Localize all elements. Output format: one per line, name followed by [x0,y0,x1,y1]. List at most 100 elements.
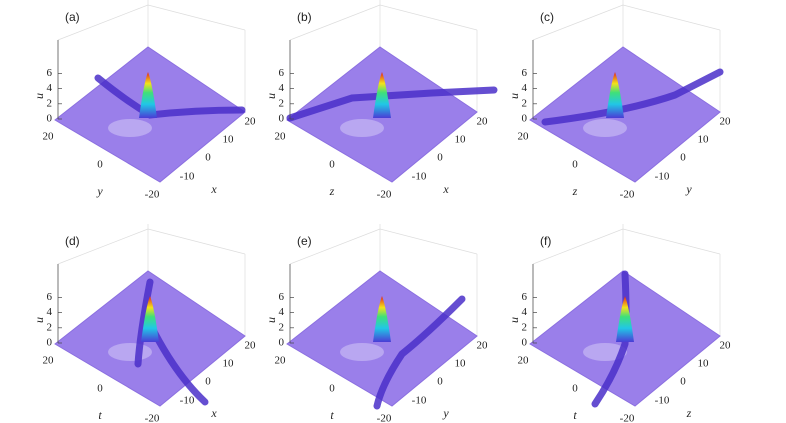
panel-label: (d) [65,234,80,248]
left-tick-label: 20 [518,355,530,367]
z-tick-label: 4 [279,82,285,94]
box-edge [57,4,149,41]
panel-label: (a) [65,10,80,24]
z-tick-label: 4 [522,306,528,318]
right-tick-label: 10 [455,134,467,146]
box-edge [622,4,721,31]
right-tick-label: 20 [477,340,489,352]
left-tick-label: 0 [97,159,103,171]
z-axis-label: u [32,93,46,99]
z-tick-label: 6 [279,291,285,303]
surface-plane [529,46,721,183]
right-axis-label: x [210,182,217,196]
left-axis-label: t [98,408,102,422]
box-edge [147,228,246,255]
panel: 0 2 4 6 u (c) 20 0 z -20 -10 0 10 20 y [507,0,731,201]
z-tick-label: 2 [522,321,528,333]
z-tick-label: 4 [47,306,53,318]
right-tick-label: 20 [477,116,489,128]
surface-dip [583,343,627,361]
surface-dip [583,119,627,137]
z-tick-label: 4 [279,306,285,318]
box-edge [289,4,381,41]
surface-peak [373,296,391,342]
box-edge [147,4,246,31]
z-tick-label: 0 [47,337,53,349]
right-tick-label: 10 [455,358,467,370]
right-tick-label: 20 [720,116,732,128]
surface-peak [616,296,634,342]
box-edge [289,228,381,265]
box-edge [532,228,624,265]
panel-label: (e) [297,234,312,248]
right-tick-label: 0 [680,152,686,164]
z-tick-label: 2 [279,97,285,109]
left-axis-label: z [329,184,335,198]
right-tick-label: -10 [655,395,670,407]
surface-dip [340,343,384,361]
surface-peak [606,72,624,118]
panel-label: (c) [540,10,554,24]
z-tick-label: 4 [47,82,53,94]
left-tick-label: 20 [518,131,530,143]
right-tick-label: 20 [245,116,257,128]
right-tick-label: -20 [377,189,392,201]
panel: 0 2 4 6 u (b) 20 0 z -20 -10 0 10 20 x [264,0,498,201]
right-axis-label: z [686,406,692,420]
z-tick-label: 6 [279,67,285,79]
left-axis-label: z [572,184,578,198]
z-axis-label: u [264,93,278,99]
right-axis-label: x [210,406,217,420]
right-tick-label: -20 [145,189,160,201]
panel: 0 2 4 6 u (e) 20 0 t -20 -10 0 10 20 y [264,224,488,423]
z-tick-label: 0 [522,337,528,349]
box-edge [379,228,478,255]
left-tick-label: 0 [572,383,578,395]
right-axis-label: x [442,182,449,196]
right-tick-label: -10 [412,395,427,407]
surface-dip [108,343,152,361]
surface-peak [139,72,157,118]
left-axis-label: y [96,184,103,198]
z-tick-label: 0 [279,113,285,125]
right-axis-label: y [442,406,449,420]
panel-label: (b) [297,10,312,24]
box-edge [532,4,624,41]
box-edge [379,4,478,31]
z-tick-label: 0 [279,337,285,349]
z-axis-label: u [264,317,278,323]
right-tick-label: 0 [437,152,443,164]
right-tick-label: -20 [620,189,635,201]
z-axis-label: u [507,317,521,323]
right-tick-label: 10 [223,358,235,370]
surface-peak [141,296,159,342]
z-tick-label: 6 [47,291,53,303]
z-tick-label: 2 [279,321,285,333]
right-tick-label: -10 [180,395,195,407]
z-tick-label: 2 [47,321,53,333]
right-tick-label: 10 [698,134,710,146]
left-axis-label: t [330,408,334,422]
surface-dip [108,119,152,137]
panel: 0 2 4 6 u (f) 20 0 t -20 -10 0 10 20 z [507,224,731,423]
right-tick-label: 20 [720,340,732,352]
panel-label: (f) [540,234,551,248]
surface-peak [373,72,391,118]
z-tick-label: 2 [47,97,53,109]
right-tick-label: -10 [180,171,195,183]
right-tick-label: 20 [245,340,257,352]
z-tick-label: 0 [522,113,528,125]
z-tick-label: 6 [47,67,53,79]
right-tick-label: -10 [412,171,427,183]
z-axis-label: u [32,317,46,323]
soliton-band [591,270,630,408]
right-tick-label: 0 [205,376,211,388]
box-edge [622,228,721,255]
right-tick-label: -20 [145,413,160,423]
right-tick-label: 0 [437,376,443,388]
right-tick-label: 0 [680,376,686,388]
left-tick-label: 0 [97,383,103,395]
box-edge [57,228,149,265]
soliton-band [373,295,466,410]
